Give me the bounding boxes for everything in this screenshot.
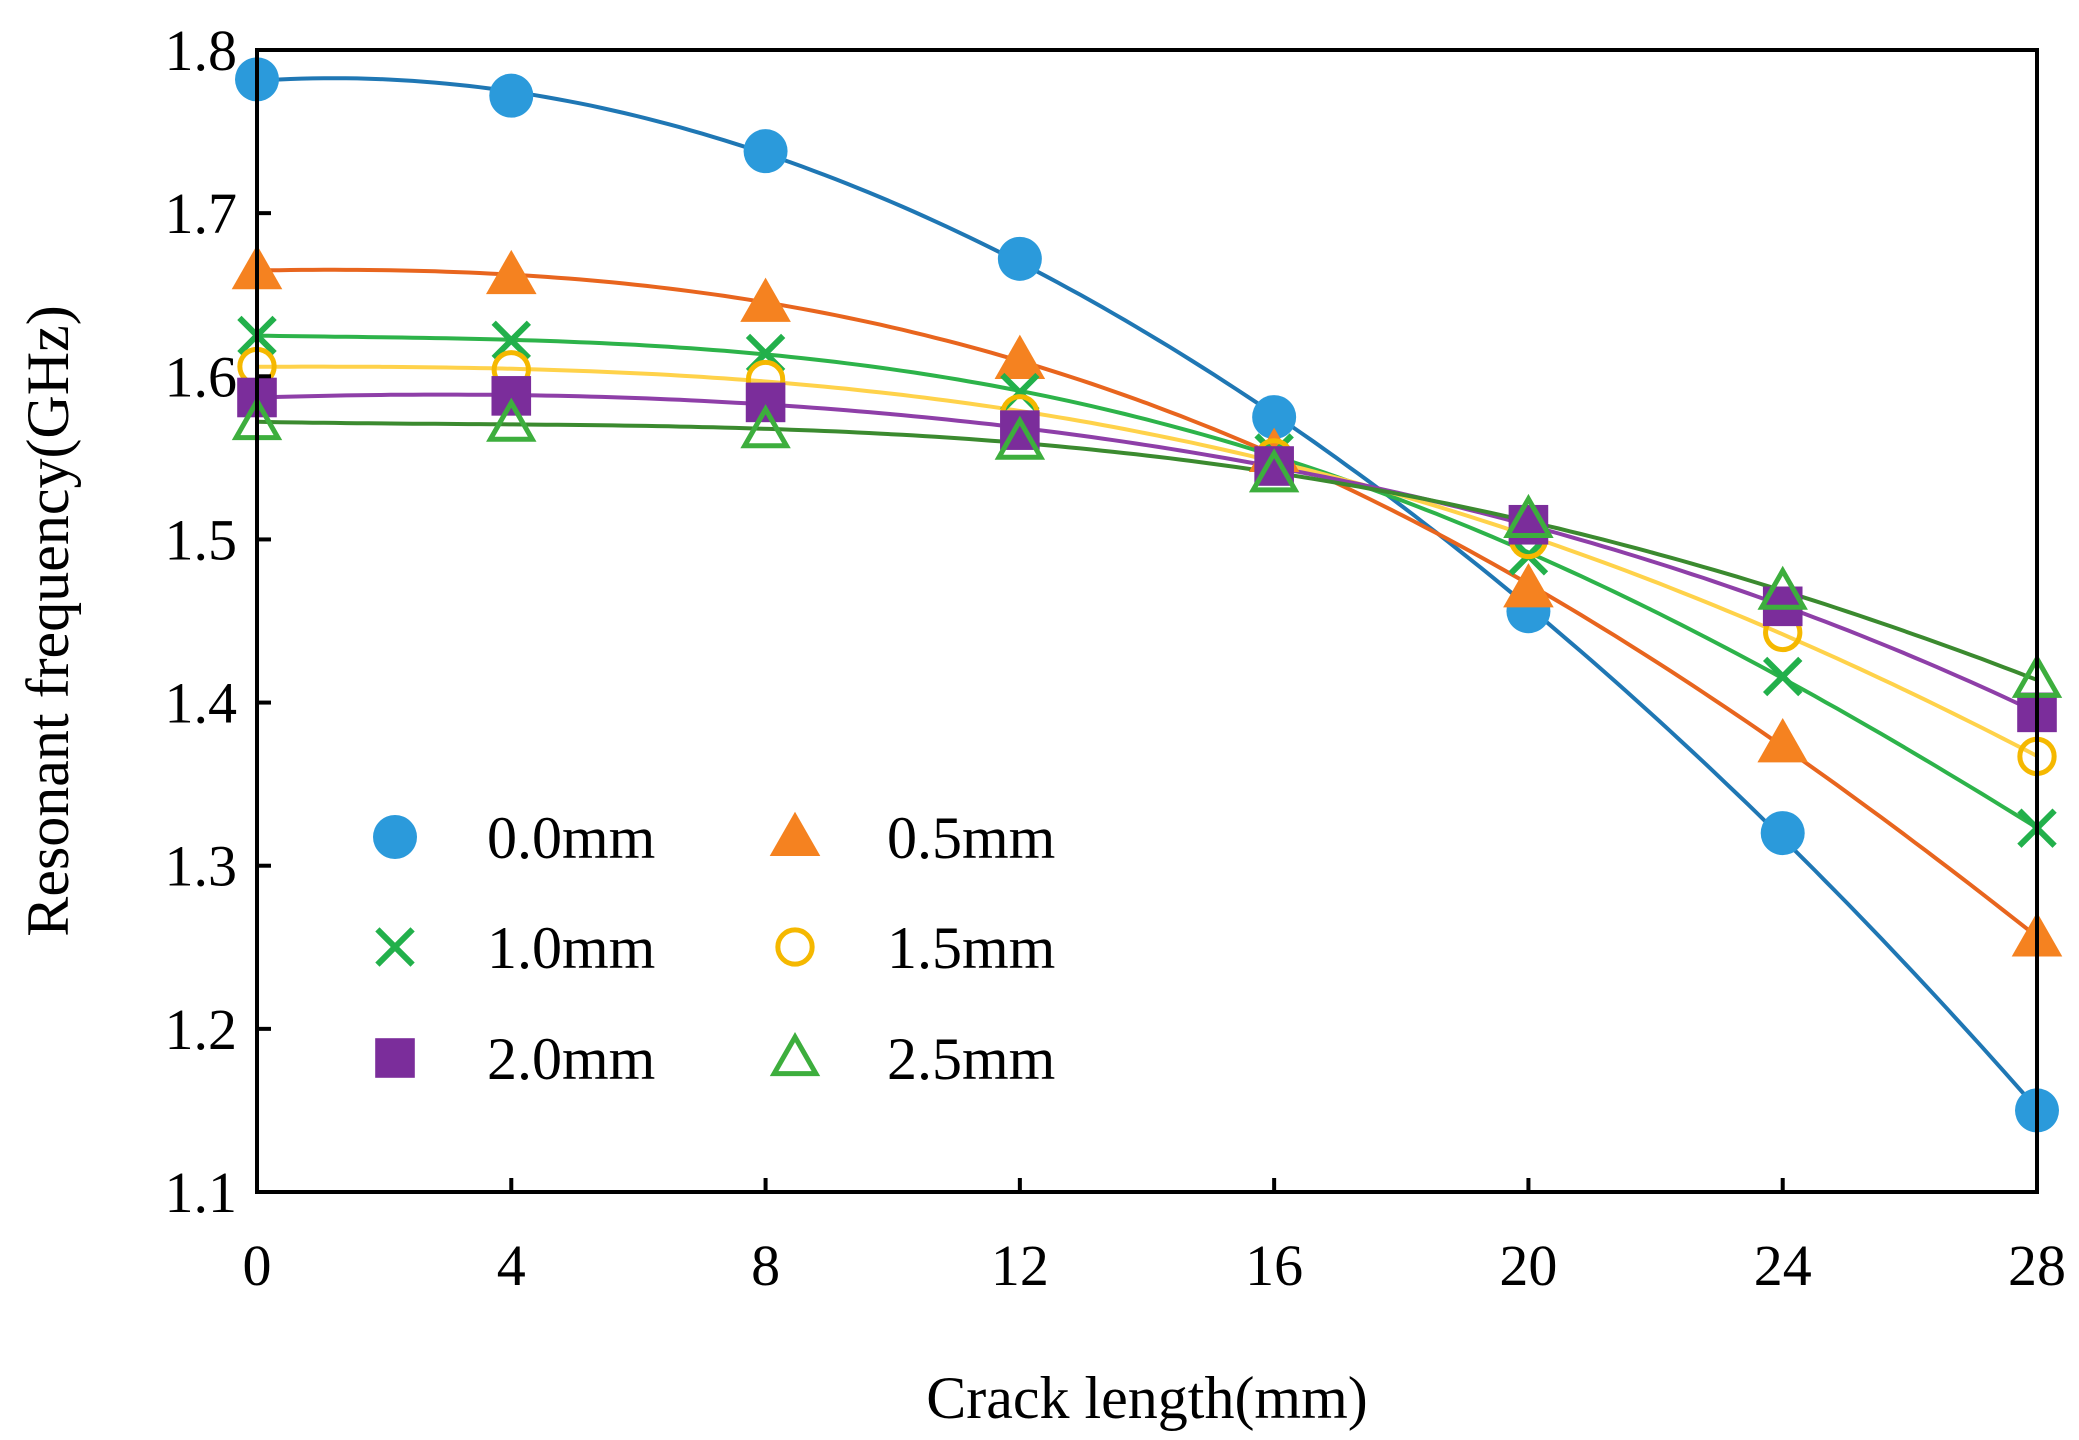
- legend-label: 0.0mm: [487, 805, 655, 871]
- x-tick-label: 20: [1499, 1233, 1557, 1298]
- data-point-0-5mm: [994, 334, 1046, 379]
- y-tick-label: 1.4: [165, 671, 238, 736]
- y-tick-label: 1.5: [165, 507, 238, 572]
- y-tick-label: 1.3: [165, 834, 238, 899]
- trend-line-1-0mm: [256, 333, 2039, 830]
- trend-line-2-0mm: [256, 392, 2038, 715]
- x-axis-title: Crack length(mm): [926, 1365, 1368, 1431]
- x-tick-label: 8: [751, 1233, 780, 1298]
- x-tick-label: 16: [1245, 1233, 1303, 1298]
- data-point-2-5mm: [1503, 493, 1554, 539]
- legend-item: 1.5mm: [775, 915, 1055, 981]
- data-point-0-0mm: [489, 73, 534, 118]
- data-point-0-5mm: [485, 249, 537, 295]
- data-point-0-5mm: [740, 277, 791, 322]
- data-point-0-5mm: [1503, 563, 1554, 608]
- data-point-2-0mm: [491, 376, 532, 416]
- y-tick-label: 1.6: [165, 344, 238, 409]
- data-point-2-5mm: [740, 404, 791, 449]
- y-axis-title: Resonant frequency(GHz): [15, 305, 81, 936]
- data-point-1-0mm: [491, 320, 532, 361]
- legend: 0.0mm 0.5mm 1.0mm 1.5mm 2.0mm 2.5mm: [373, 805, 1055, 1092]
- legend-item: 0.0mm: [373, 805, 655, 871]
- legend-item: 2.0mm: [375, 1026, 655, 1092]
- x-tick-label: 28: [2008, 1233, 2066, 1298]
- legend-label: 1.5mm: [887, 915, 1055, 981]
- legend-marker: [775, 927, 815, 967]
- data-point-2-5mm: [1248, 448, 1300, 493]
- y-tick-label: 1.7: [165, 181, 238, 246]
- legend-marker: [373, 815, 417, 859]
- x-tick-label: 4: [497, 1233, 526, 1298]
- legend-marker: [769, 1032, 821, 1077]
- legend-label: 0.5mm: [887, 805, 1055, 871]
- y-tick-label: 1.1: [165, 1160, 238, 1225]
- data-point-0-0mm: [743, 129, 788, 174]
- trend-line-1-5mm: [257, 364, 2038, 758]
- data-point-0-0mm: [1760, 811, 1805, 856]
- legend-marker: [375, 1038, 415, 1078]
- legend-marker: [375, 927, 415, 967]
- plot-frame: [255, 48, 2039, 1194]
- trend-lines: [256, 76, 2039, 1111]
- data-point-2-0mm: [745, 382, 786, 423]
- legend-marker: [769, 811, 821, 856]
- x-tick-label: 24: [1754, 1233, 1812, 1298]
- x-tick-label: 12: [991, 1233, 1049, 1298]
- data-point-2-5mm: [994, 415, 1046, 460]
- data-point-2-5mm: [1757, 565, 1808, 610]
- data-point-2-5mm: [486, 397, 537, 442]
- trend-line-0-0mm: [256, 76, 2039, 1111]
- legend-item: 1.0mm: [375, 915, 655, 981]
- tick-labels: 0 4 8 12 16 20 24 28 1.1 1.2 1.3 1.4 1.5 1.6 1.7 1.8: [165, 18, 2067, 1298]
- legend-label: 1.0mm: [487, 915, 655, 981]
- x-tick-label: 0: [243, 1233, 272, 1298]
- legend-label: 2.0mm: [487, 1026, 655, 1092]
- legend-label: 2.5mm: [887, 1026, 1055, 1092]
- data-point-0-5mm: [1757, 718, 1809, 763]
- data-point-0-0mm: [997, 236, 1042, 281]
- legend-item: 2.5mm: [769, 1026, 1055, 1092]
- y-tick-label: 1.8: [165, 18, 238, 83]
- data-point-1-0mm: [1762, 656, 1803, 697]
- trend-line-0-5mm: [256, 267, 2039, 939]
- trend-line-2-5mm: [256, 419, 2038, 682]
- legend-item: 0.5mm: [769, 805, 1055, 871]
- data-point-0-0mm: [1252, 395, 1297, 440]
- y-tick-label: 1.2: [165, 997, 238, 1062]
- data-markers: [231, 57, 2063, 1133]
